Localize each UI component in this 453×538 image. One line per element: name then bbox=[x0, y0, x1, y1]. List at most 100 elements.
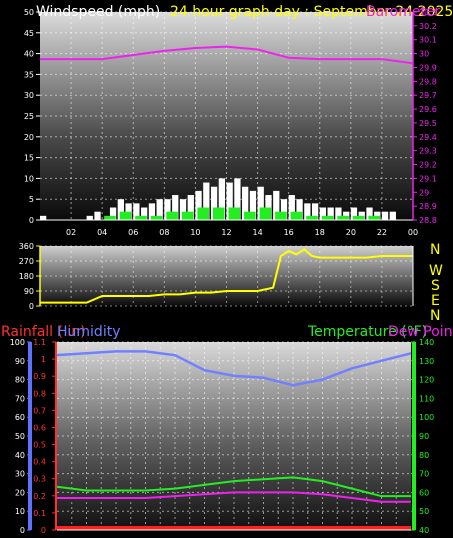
windspeed-bar bbox=[350, 207, 358, 220]
wind-direction-y-tick-labels: 0 90 180 270 360 bbox=[19, 242, 34, 311]
gust-bar bbox=[104, 215, 116, 220]
y-tick-label: 0 bbox=[29, 216, 34, 225]
compass-labels: N W S E N bbox=[429, 242, 443, 324]
humidity-tick-label: 10 bbox=[15, 507, 25, 516]
compass-label: N bbox=[430, 242, 440, 258]
temperature-tick-label: 50 bbox=[419, 507, 429, 516]
rainfall-tick-label: 0.1 bbox=[33, 509, 46, 518]
windspeed-axes bbox=[36, 11, 417, 221]
barometer-series bbox=[40, 45, 414, 65]
rainfall-label: Rainfall ( in) bbox=[1, 324, 86, 340]
windspeed-bar bbox=[304, 203, 311, 220]
x-tick-label: 22 bbox=[377, 228, 387, 237]
windspeed-bar bbox=[195, 190, 202, 220]
windspeed-bar bbox=[203, 182, 210, 220]
x-tick-label: 10 bbox=[190, 228, 200, 237]
y-right-tick-label: 29.4 bbox=[419, 133, 437, 142]
dewpoint-label: Dew Point bbox=[388, 324, 453, 340]
x-tick-label: 16 bbox=[284, 228, 294, 237]
y-right-tick-label: 29.7 bbox=[419, 91, 437, 100]
temperature-axis-bar bbox=[412, 342, 416, 530]
windspeed-bar bbox=[319, 207, 327, 220]
windspeed-bar bbox=[273, 190, 280, 220]
chart-title-range: 24 hour graph day : September 24 2025 bbox=[170, 4, 453, 20]
y-right-tick-label: 29.6 bbox=[419, 105, 437, 114]
y-right-tick-label: 29.9 bbox=[419, 63, 437, 72]
y-tick-label: 25 bbox=[24, 112, 34, 121]
x-tick-label: 18 bbox=[315, 228, 325, 237]
rainfall-tick-label: 0.9 bbox=[33, 372, 46, 381]
temperature-tick-label: 120 bbox=[419, 376, 434, 385]
gust-bar bbox=[228, 207, 241, 220]
gust-bar bbox=[244, 211, 256, 220]
humidity-y-tick-labels: 0 10 20 30 40 50 60 70 80 90 100 bbox=[10, 338, 25, 535]
windspeed-bar bbox=[109, 207, 117, 220]
y-tick-label: 15 bbox=[24, 154, 34, 163]
humidity-tick-label: 40 bbox=[15, 451, 25, 460]
windspeed-bar bbox=[265, 195, 272, 220]
gust-bar bbox=[197, 207, 209, 220]
windspeed-bar bbox=[187, 195, 194, 220]
y-tick-label: 30 bbox=[24, 91, 34, 100]
windspeed-bar bbox=[86, 215, 93, 220]
windspeed-bar bbox=[117, 199, 124, 220]
y-right-tick-label: 29.2 bbox=[419, 161, 437, 170]
y-tick-label: 50 bbox=[24, 8, 34, 17]
gust-bar bbox=[181, 211, 194, 220]
humidity-tick-label: 50 bbox=[15, 432, 25, 441]
windspeed-bar bbox=[133, 203, 140, 220]
barometer-y-tick-labels: 28.8 28.9 29 29.1 29.2 29.3 29.4 29.5 29.6 29.7 29… bbox=[419, 8, 437, 225]
temperature-series bbox=[56, 476, 411, 498]
gust-series bbox=[104, 207, 380, 220]
windspeed-bar bbox=[234, 178, 241, 220]
y-tick-label: 0 bbox=[29, 302, 34, 311]
temperature-tick-label: 60 bbox=[419, 488, 429, 497]
gust-bar bbox=[212, 207, 225, 220]
windspeed-bar bbox=[40, 215, 47, 220]
wind-direction-series bbox=[40, 248, 413, 304]
y-right-tick-label: 28.9 bbox=[419, 202, 437, 211]
rainfall-tick-label: 0.4 bbox=[33, 458, 46, 467]
windspeed-bar bbox=[148, 203, 156, 220]
windspeed-bar bbox=[381, 211, 389, 220]
wind-direction-axes bbox=[36, 245, 414, 307]
gust-bar bbox=[135, 215, 147, 220]
y-right-tick-label: 30.3 bbox=[419, 8, 437, 17]
windspeed-y-tick-labels: 0 5 10 15 20 25 30 35 40 45 50 bbox=[24, 8, 34, 225]
windspeed-bar bbox=[335, 207, 342, 220]
windspeed-bar bbox=[288, 195, 295, 220]
compass-label: S bbox=[431, 278, 440, 294]
windspeed-bar bbox=[280, 199, 288, 220]
temperature-y-tick-labels: 40 50 60 70 80 90 100 110 120 130 140 bbox=[419, 338, 434, 535]
windspeed-bar bbox=[156, 199, 163, 220]
rainfall-y-tick-labels: 0 0.1 0.2 0.3 0.4 0.5 0.6 0.7 0.8 0.9 1 1.1 bbox=[33, 338, 46, 535]
windspeed-bar bbox=[226, 182, 233, 220]
y-tick-label: 270 bbox=[19, 257, 34, 266]
rainfall-tick-label: 1.1 bbox=[33, 338, 46, 347]
humidity-label: Humidity bbox=[57, 324, 120, 340]
rainfall-tick-label: 0.2 bbox=[33, 492, 46, 501]
windspeed-bar bbox=[327, 207, 334, 220]
y-right-tick-label: 29.3 bbox=[419, 147, 437, 156]
rainfall-tick-label: 1 bbox=[41, 355, 46, 364]
y-tick-label: 10 bbox=[24, 174, 34, 183]
gust-bar bbox=[119, 211, 132, 220]
x-tick-label: 20 bbox=[346, 228, 356, 237]
rainfall-tick-label: 0.6 bbox=[33, 423, 46, 432]
temperature-tick-label: 140 bbox=[419, 338, 434, 347]
windspeed-bar bbox=[179, 199, 187, 220]
y-tick-label: 360 bbox=[19, 242, 34, 251]
compass-label: E bbox=[431, 293, 440, 309]
temperature-tick-label: 70 bbox=[419, 470, 429, 479]
y-right-tick-label: 30 bbox=[419, 50, 429, 59]
humidity-series bbox=[56, 350, 412, 387]
y-right-tick-label: 30.1 bbox=[419, 36, 437, 45]
y-tick-label: 35 bbox=[24, 70, 34, 79]
gust-bar bbox=[166, 211, 178, 220]
windspeed-bar bbox=[311, 203, 319, 220]
windspeed-bar bbox=[141, 207, 148, 220]
humidity-tick-label: 80 bbox=[15, 376, 25, 385]
wind-direction-panel: 0 90 180 270 360 bbox=[19, 242, 414, 311]
rainfall-tick-label: 0 bbox=[41, 526, 46, 535]
